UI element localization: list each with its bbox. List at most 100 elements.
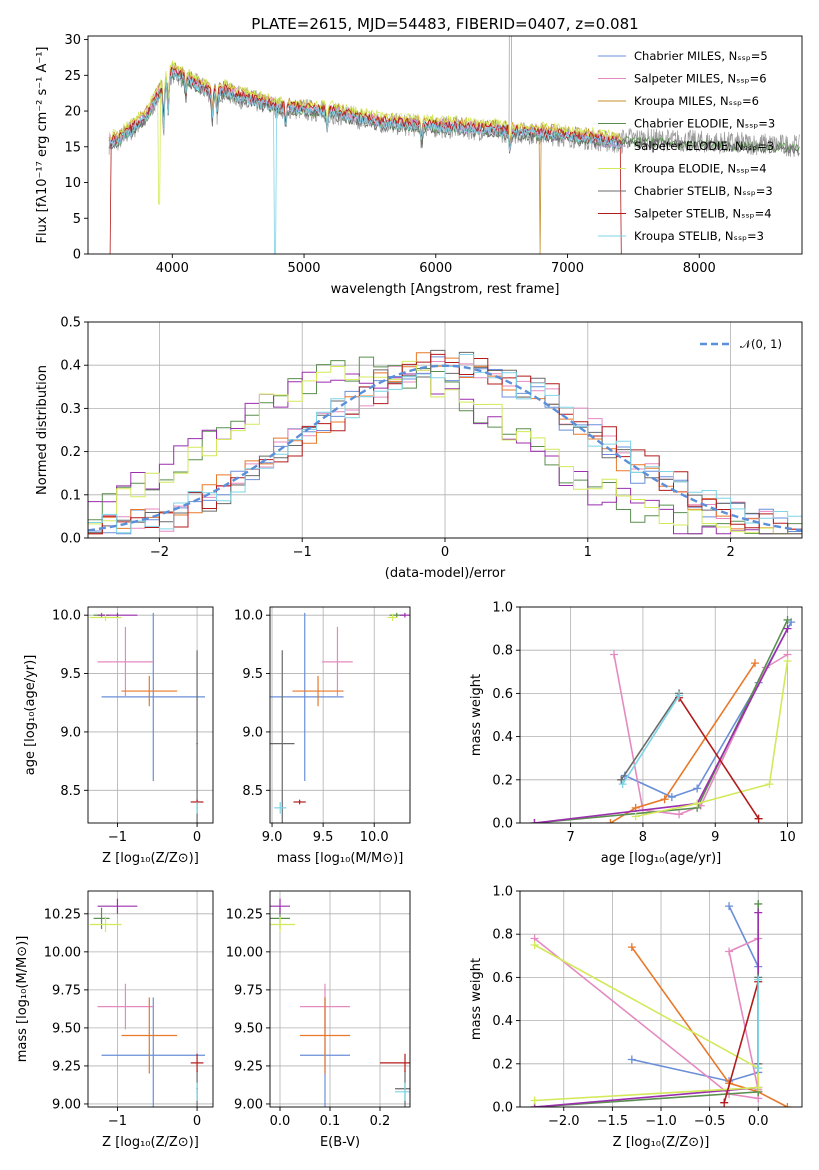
- y-axis-label: age [log₁₀(age/yr)]: [23, 655, 38, 776]
- y-tick-label: 9.00: [234, 1097, 263, 1112]
- x-tick-label: 7000: [551, 261, 584, 276]
- weight-marker: [754, 975, 763, 984]
- weight-marker: [530, 1096, 539, 1105]
- x-tick-label: 0.0: [748, 1114, 769, 1129]
- weight-marker: [783, 657, 792, 665]
- x-tick-label: 10.0: [360, 830, 389, 845]
- x-tick-label: 9: [711, 830, 719, 845]
- weight-marker: [751, 659, 759, 668]
- y-tick-label: 10.25: [226, 907, 263, 922]
- x-tick-label: 4000: [156, 261, 189, 276]
- weight-marker: [667, 793, 676, 802]
- normal-curve: [88, 364, 802, 532]
- x-tick-label: 9.0: [262, 830, 283, 845]
- x-tick-label: 8: [639, 830, 647, 845]
- x-axis-label: mass [log₁₀(M/M⊙)]: [277, 851, 404, 866]
- x-tick-label: 7: [566, 830, 574, 845]
- weight-line: [631, 946, 788, 1107]
- x-tick-label: 0.2: [370, 1114, 391, 1129]
- weight-marker: [675, 691, 684, 700]
- weight-marker: [530, 819, 539, 823]
- weight-marker: [693, 784, 702, 793]
- y-tick-label: 9.0: [242, 725, 263, 740]
- error-bars: [89, 898, 206, 1107]
- y-tick-label: 9.75: [234, 983, 263, 998]
- legend-label: 𝒩(0, 1): [740, 337, 782, 351]
- x-tick-label: −1.0: [645, 1114, 677, 1129]
- weight-marker: [606, 819, 615, 823]
- model-spectrum: [108, 69, 622, 254]
- weight-marker: [754, 1083, 763, 1092]
- model-spectrum: [109, 67, 622, 254]
- weight-line: [631, 905, 759, 1082]
- y-axis-label: Flux [fλ10⁻¹⁷ erg cm⁻² s⁻¹ A⁻¹]: [35, 47, 50, 244]
- residual-histogram: [88, 360, 802, 535]
- weight-line: [620, 692, 680, 781]
- y-tick-label: 10.25: [44, 907, 81, 922]
- weight-line: [678, 697, 760, 820]
- weight-marker: [720, 1098, 729, 1107]
- weight-line: [534, 628, 789, 823]
- x-tick-label: −2: [150, 545, 169, 560]
- legend-label: Chabrier MILES, Nₛₛₚ=5: [634, 49, 768, 63]
- x-axis-label: wavelength [Angstrom, rest frame]: [331, 282, 560, 297]
- x-tick-label: 2: [726, 545, 734, 560]
- y-tick-label: 9.75: [52, 983, 81, 998]
- y-tick-label: 1.0: [492, 601, 513, 616]
- x-tick-label: 0: [193, 830, 201, 845]
- y-tick-label: 9.50: [52, 1021, 81, 1036]
- y-tick-label: 9.0: [60, 725, 81, 740]
- x-tick-label: −1: [293, 545, 312, 560]
- y-tick-label: 10.0: [52, 609, 81, 624]
- y-tick-label: 0.5: [60, 316, 81, 331]
- y-tick-label: 0.4: [60, 359, 81, 374]
- x-tick-label: 9.5: [313, 830, 334, 845]
- x-tick-label: 6000: [419, 261, 452, 276]
- x-axis-label: Z [log₁₀(Z/Z⊙)]: [102, 851, 199, 866]
- y-tick-label: 30: [64, 33, 81, 48]
- axes-frame: [269, 606, 411, 824]
- y-tick-label: 9.00: [52, 1097, 81, 1112]
- x-tick-label: 0.1: [320, 1114, 341, 1129]
- weight-marker: [631, 812, 640, 821]
- weight-marker: [754, 1064, 763, 1073]
- y-tick-label: 0.0: [60, 532, 81, 547]
- x-axis-label: Z [log₁₀(Z/Z⊙)]: [613, 1135, 710, 1150]
- chart-title: PLATE=2615, MJD=54483, FIBERID=0407, z=0…: [251, 15, 638, 33]
- legend-label: Salpeter STELIB, Nₛₛₚ=4: [634, 207, 772, 221]
- y-tick-label: 15: [64, 140, 81, 155]
- error-bars: [270, 898, 410, 1107]
- x-tick-label: 1: [584, 545, 592, 560]
- y-tick-label: 20: [64, 105, 81, 120]
- weight-marker: [754, 908, 763, 917]
- x-tick-label: 0: [441, 545, 449, 560]
- y-tick-label: 9.25: [52, 1059, 81, 1074]
- weight-marker: [783, 615, 792, 624]
- weight-marker: [660, 795, 669, 804]
- y-tick-label: 0.4: [492, 1014, 513, 1029]
- y-axis-label: mass [log₁₀(M/M⊙)]: [15, 936, 30, 1063]
- histograms: [88, 349, 802, 535]
- weight-marker: [617, 775, 626, 784]
- weight-lines: [530, 899, 792, 1107]
- y-tick-label: 0.3: [60, 402, 81, 417]
- y-axis-label: mass weight: [469, 674, 484, 756]
- legend-label: Kroupa MILES, Nₛₛₚ=6: [634, 94, 759, 108]
- y-tick-label: 10.00: [226, 945, 263, 960]
- y-tick-label: 9.5: [242, 667, 263, 682]
- x-tick-label: 5000: [287, 261, 320, 276]
- x-axis-label: (data-model)/error: [385, 566, 506, 581]
- y-axis-label: Normed distribution: [35, 365, 50, 495]
- x-tick-label: −2.0: [548, 1114, 580, 1129]
- weight-marker: [754, 814, 763, 823]
- y-tick-label: 0.0: [492, 1101, 513, 1116]
- weight-marker: [627, 1055, 636, 1064]
- x-axis-label: age [log₁₀(age/yr)]: [601, 851, 722, 866]
- weight-marker: [725, 947, 734, 956]
- y-tick-label: 10.0: [234, 609, 263, 624]
- weight-line: [723, 981, 759, 1103]
- x-tick-label: 0: [193, 1114, 201, 1129]
- axes-frame: [87, 890, 214, 1108]
- spectrum-lines: [108, 36, 800, 254]
- weight-line: [534, 944, 759, 1102]
